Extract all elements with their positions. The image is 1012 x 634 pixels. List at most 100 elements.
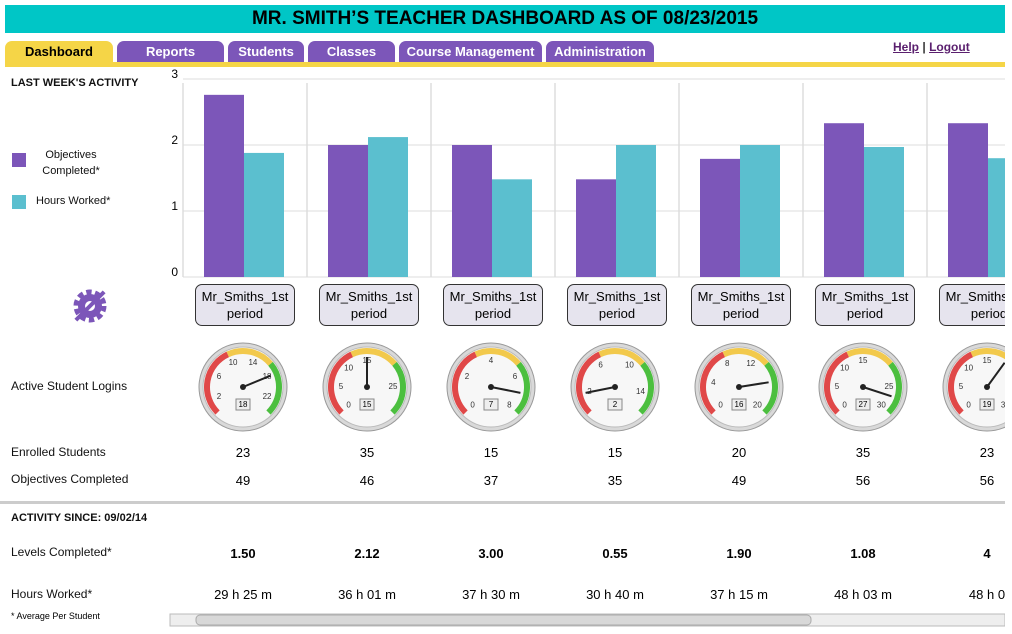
gauge-tick-label: 0 [966,400,971,409]
row-label: Objectives Completed [11,472,129,486]
title: MR. SMITH’S TEACHER DASHBOARD AS OF 08/2… [251,8,759,29]
y-tick-label: 1 [171,199,178,213]
gear-teeth [73,289,107,323]
bar [948,123,988,277]
gauge-band [824,351,850,415]
gauge-hub [736,384,742,390]
gauge-needle [242,374,272,388]
class-label[interactable]: Mr_Smiths_1st period [443,284,543,326]
class-label[interactable]: Mr_Smiths_1st period [567,284,667,326]
bar [616,145,656,277]
gauge-readout [731,398,747,411]
cell-value: 35 [359,445,375,460]
gauge-value: 16 [735,400,744,409]
tab[interactable]: Students [228,41,304,62]
gauge-band [266,361,282,415]
cell-value: 35 [607,473,623,488]
bar [204,94,244,277]
gauge-tick-label: 10 [344,364,353,373]
wrench [74,290,106,322]
gauge-tick-label: 6 [598,360,603,369]
bar [740,145,780,277]
gauge-value: 2 [613,400,618,409]
gauge-value: 27 [859,400,868,409]
gauge-tick-label: 10 [229,358,238,367]
cell-value: 1.50 [230,546,256,561]
gauge-band [390,361,406,415]
tab[interactable]: Administration [546,41,654,62]
tab[interactable]: Dashboard [5,41,113,62]
gauge-value: 19 [983,400,992,409]
gauge: 261014182218 [198,342,288,432]
gauge-hub [240,384,246,390]
y-tick-label: 3 [171,67,178,81]
settings-icon[interactable] [73,289,107,323]
y-tick-label: 2 [171,133,178,147]
bar [328,145,368,277]
legend-swatch [12,153,26,167]
gauge-band [700,351,726,415]
cell-value: 46 [359,473,375,488]
gauge-needle [986,362,1005,388]
cell-value: 23 [979,445,995,460]
bar [576,179,616,277]
tab[interactable]: Course Management [399,41,542,62]
gauge-needle [738,381,769,388]
gauge-hub [364,384,370,390]
gauge-band [226,348,273,366]
gauge: 051015253019 [942,342,1005,432]
gauge-band [328,351,354,415]
gauge-tick-label: 10 [840,364,849,373]
gauge-tick-label: 15 [859,356,868,365]
logout-link[interactable]: Logout [929,40,970,54]
cell-value: 15 [483,445,499,460]
gauge-tick-label: 4 [711,378,716,387]
gauge-band [948,351,974,415]
gauge-tick-label: 10 [964,364,973,373]
row-label: Active Student Logins [11,379,128,393]
cell-value: 48 h 0 [968,587,1005,602]
gauge-band [576,351,602,415]
cell-value: 0.55 [602,546,628,561]
class-label[interactable]: Mr_Smiths_1st period [939,284,1005,326]
gauge-band [762,361,778,415]
gauge-hub [612,384,618,390]
class-label[interactable]: Mr_Smiths_1st period [691,284,791,326]
gauge-tick-label: 0 [842,400,847,409]
help-link[interactable]: Help [893,40,920,54]
cell-value: 49 [731,473,747,488]
scroll-thumb[interactable] [195,614,812,626]
gauge-band [350,348,397,366]
gauge-tick-label: 5 [835,382,840,391]
gauge-tick-label: 0 [470,400,475,409]
gauge-tick-label: 25 [885,382,894,391]
gauge-hub [488,384,494,390]
row-label: Hours Worked* [11,587,93,601]
bar [244,152,284,277]
gauge-tick-label: 14 [248,358,257,367]
gauge-value: 18 [239,400,248,409]
row-label: Enrolled Students [11,445,106,459]
gauge-band [722,348,769,366]
gauge-tick-label: 8 [507,400,512,409]
gauge-tick-label: 5 [959,382,964,391]
gauge-tick-label: 25 [389,382,398,391]
class-label[interactable]: Mr_Smiths_1st period [319,284,419,326]
gauge-readout [235,398,251,411]
bar [700,158,740,277]
gauge-readout [607,398,623,411]
bar [368,137,408,277]
class-label[interactable]: Mr_Smiths_1st period [815,284,915,326]
gauge-tick-label: 2 [217,392,222,401]
legend-label: Objectives Completed* [42,149,100,177]
tab[interactable]: Classes [308,41,395,62]
class-label[interactable]: Mr_Smiths_1st period [195,284,295,326]
tab[interactable]: Reports [117,41,224,62]
gauge-tick-label: 0 [718,400,723,409]
gauge-tick-label: 12 [746,359,755,368]
gauge-tick-label: 0 [346,400,351,409]
separator [0,501,1005,504]
gauge-tick-label: 30 [877,400,886,409]
gauge-tick-label: 6 [217,372,222,381]
